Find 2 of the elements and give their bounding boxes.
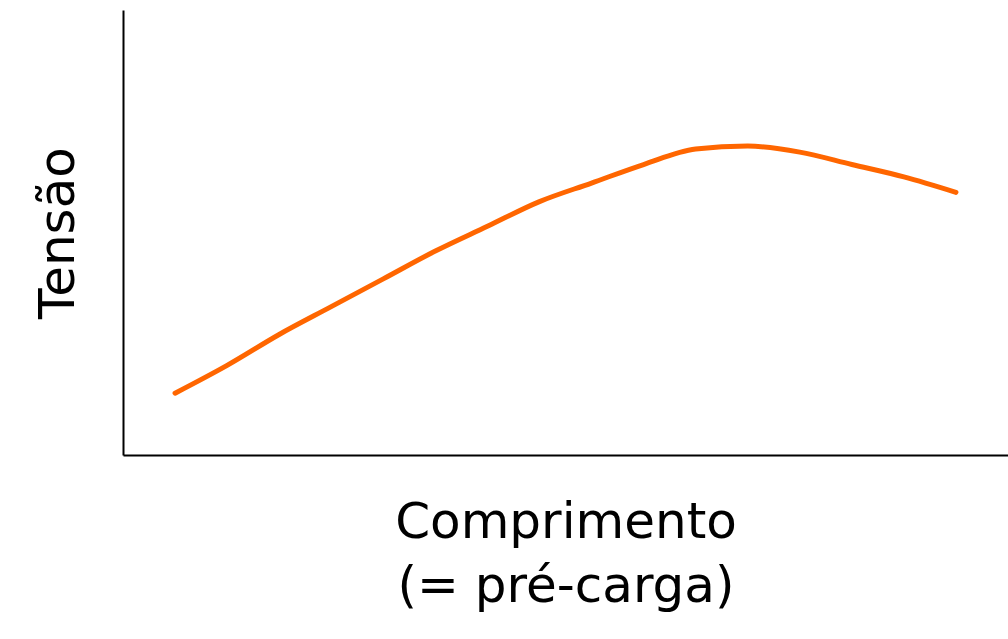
y-axis-title: Tensão [27,147,86,320]
x-axis-title: Comprimento (= pré-carga) [395,491,737,614]
